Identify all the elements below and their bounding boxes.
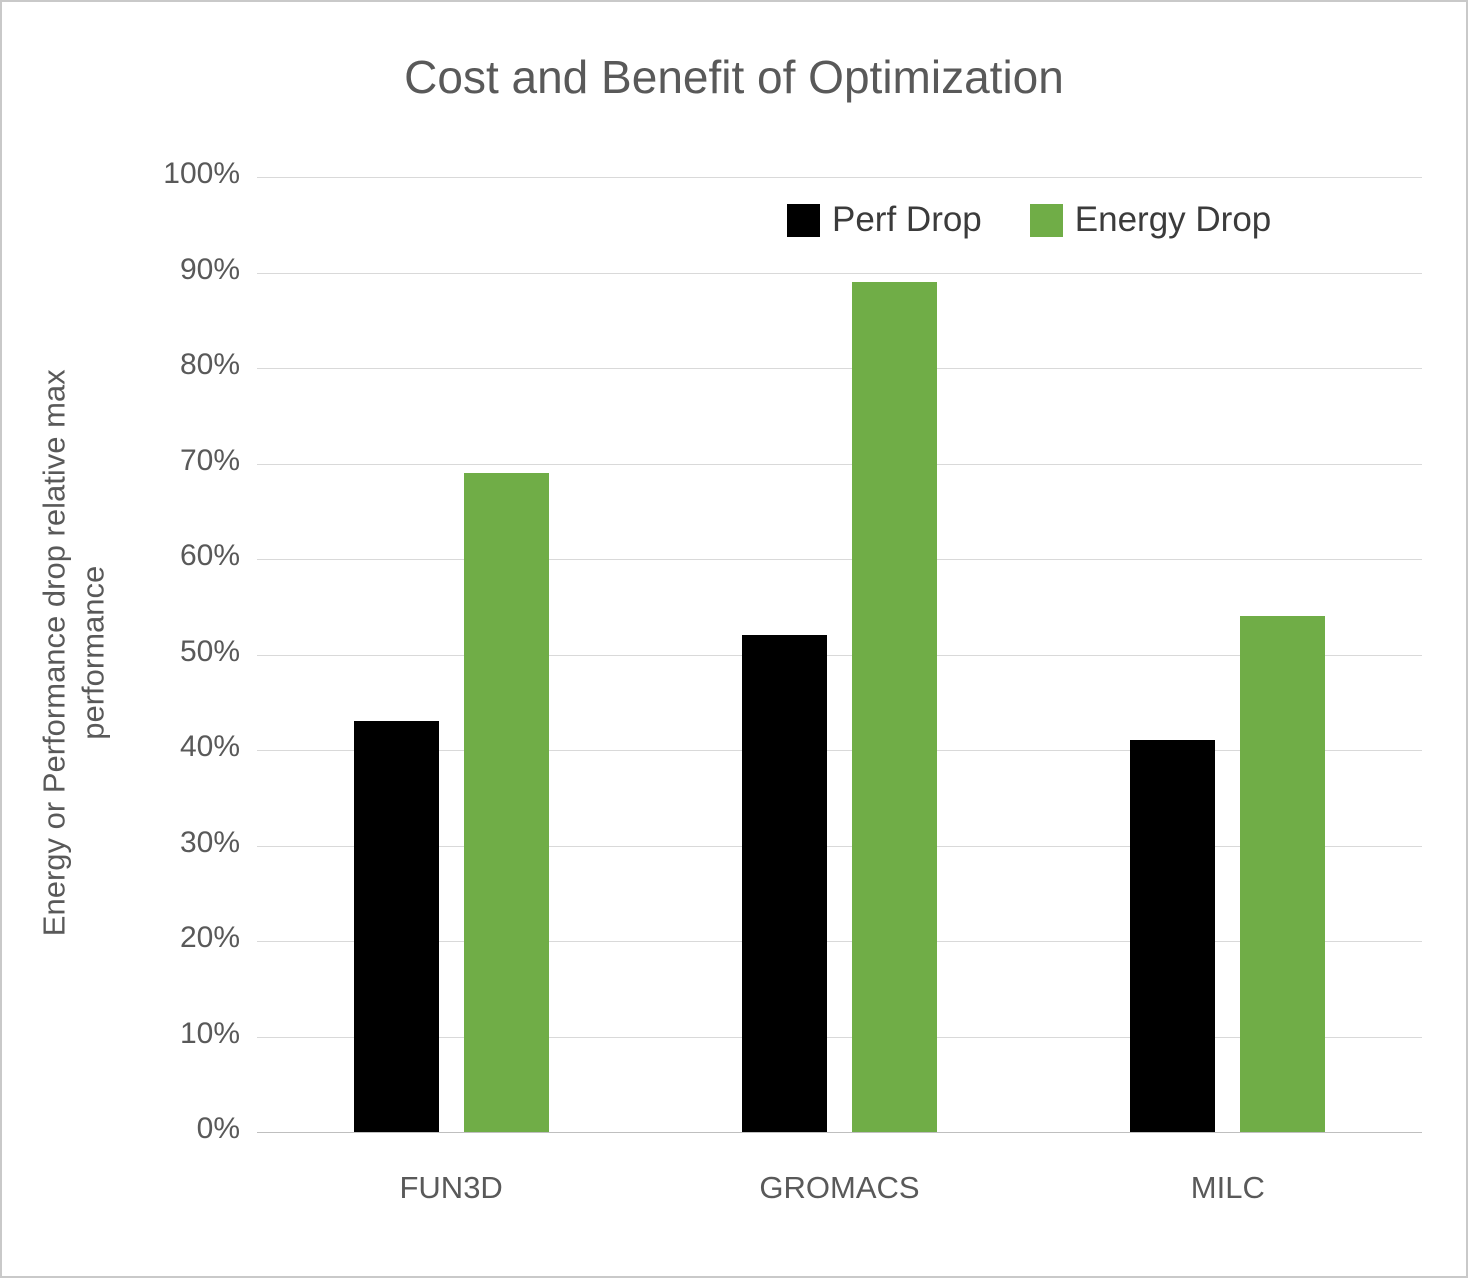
legend-label-energy-drop: Energy Drop [1074,200,1272,239]
legend-label-perf-drop: Perf Drop [832,200,982,239]
y-tick-label: 10% [179,1016,240,1050]
legend-swatch-energy-drop [1029,203,1063,237]
gridline [257,272,1422,274]
legend-item-perf-drop: Perf Drop [787,200,982,240]
gridline [257,1036,1422,1038]
y-tick-label: 30% [179,825,240,859]
gridline [257,177,1422,178]
gridline [257,463,1422,465]
gridline [257,941,1422,942]
bar-energy-drop-fun3d [463,473,549,1132]
y-tick-label: 80% [179,348,240,381]
y-tick-label: 70% [179,443,240,477]
gridline [257,654,1422,656]
bar-perf-drop-fun3d [353,721,439,1132]
gridline [257,750,1422,751]
bar-perf-drop-milc [1130,740,1216,1132]
bar-energy-drop-milc [1240,616,1326,1132]
gridline [257,368,1422,369]
x-category-label-fun3d: FUN3D [399,1170,503,1205]
y-tick-label: 50% [179,634,240,668]
x-axis-line [257,1132,1422,1133]
x-category-label-milc: MILC [1190,1170,1265,1205]
x-category-label-gromacs: GROMACS [759,1170,920,1205]
y-tick-label: 100% [163,157,240,190]
y-tick-label: 20% [179,921,240,954]
y-tick-label: 0% [196,1112,240,1145]
legend: Perf Drop Energy Drop [787,200,1271,240]
y-tick-label: 40% [179,730,240,763]
bar-energy-drop-gromacs [852,282,937,1132]
legend-swatch-perf-drop [787,203,820,237]
chart-title: Cost and Benefit of Optimization [404,51,1064,103]
y-tick-label: 90% [179,252,240,286]
y-tick-label: 60% [179,539,240,572]
gridline [257,559,1422,560]
gridline [257,845,1422,847]
bar-perf-drop-gromacs [742,635,827,1132]
legend-item-energy-drop: Energy Drop [1029,200,1272,240]
